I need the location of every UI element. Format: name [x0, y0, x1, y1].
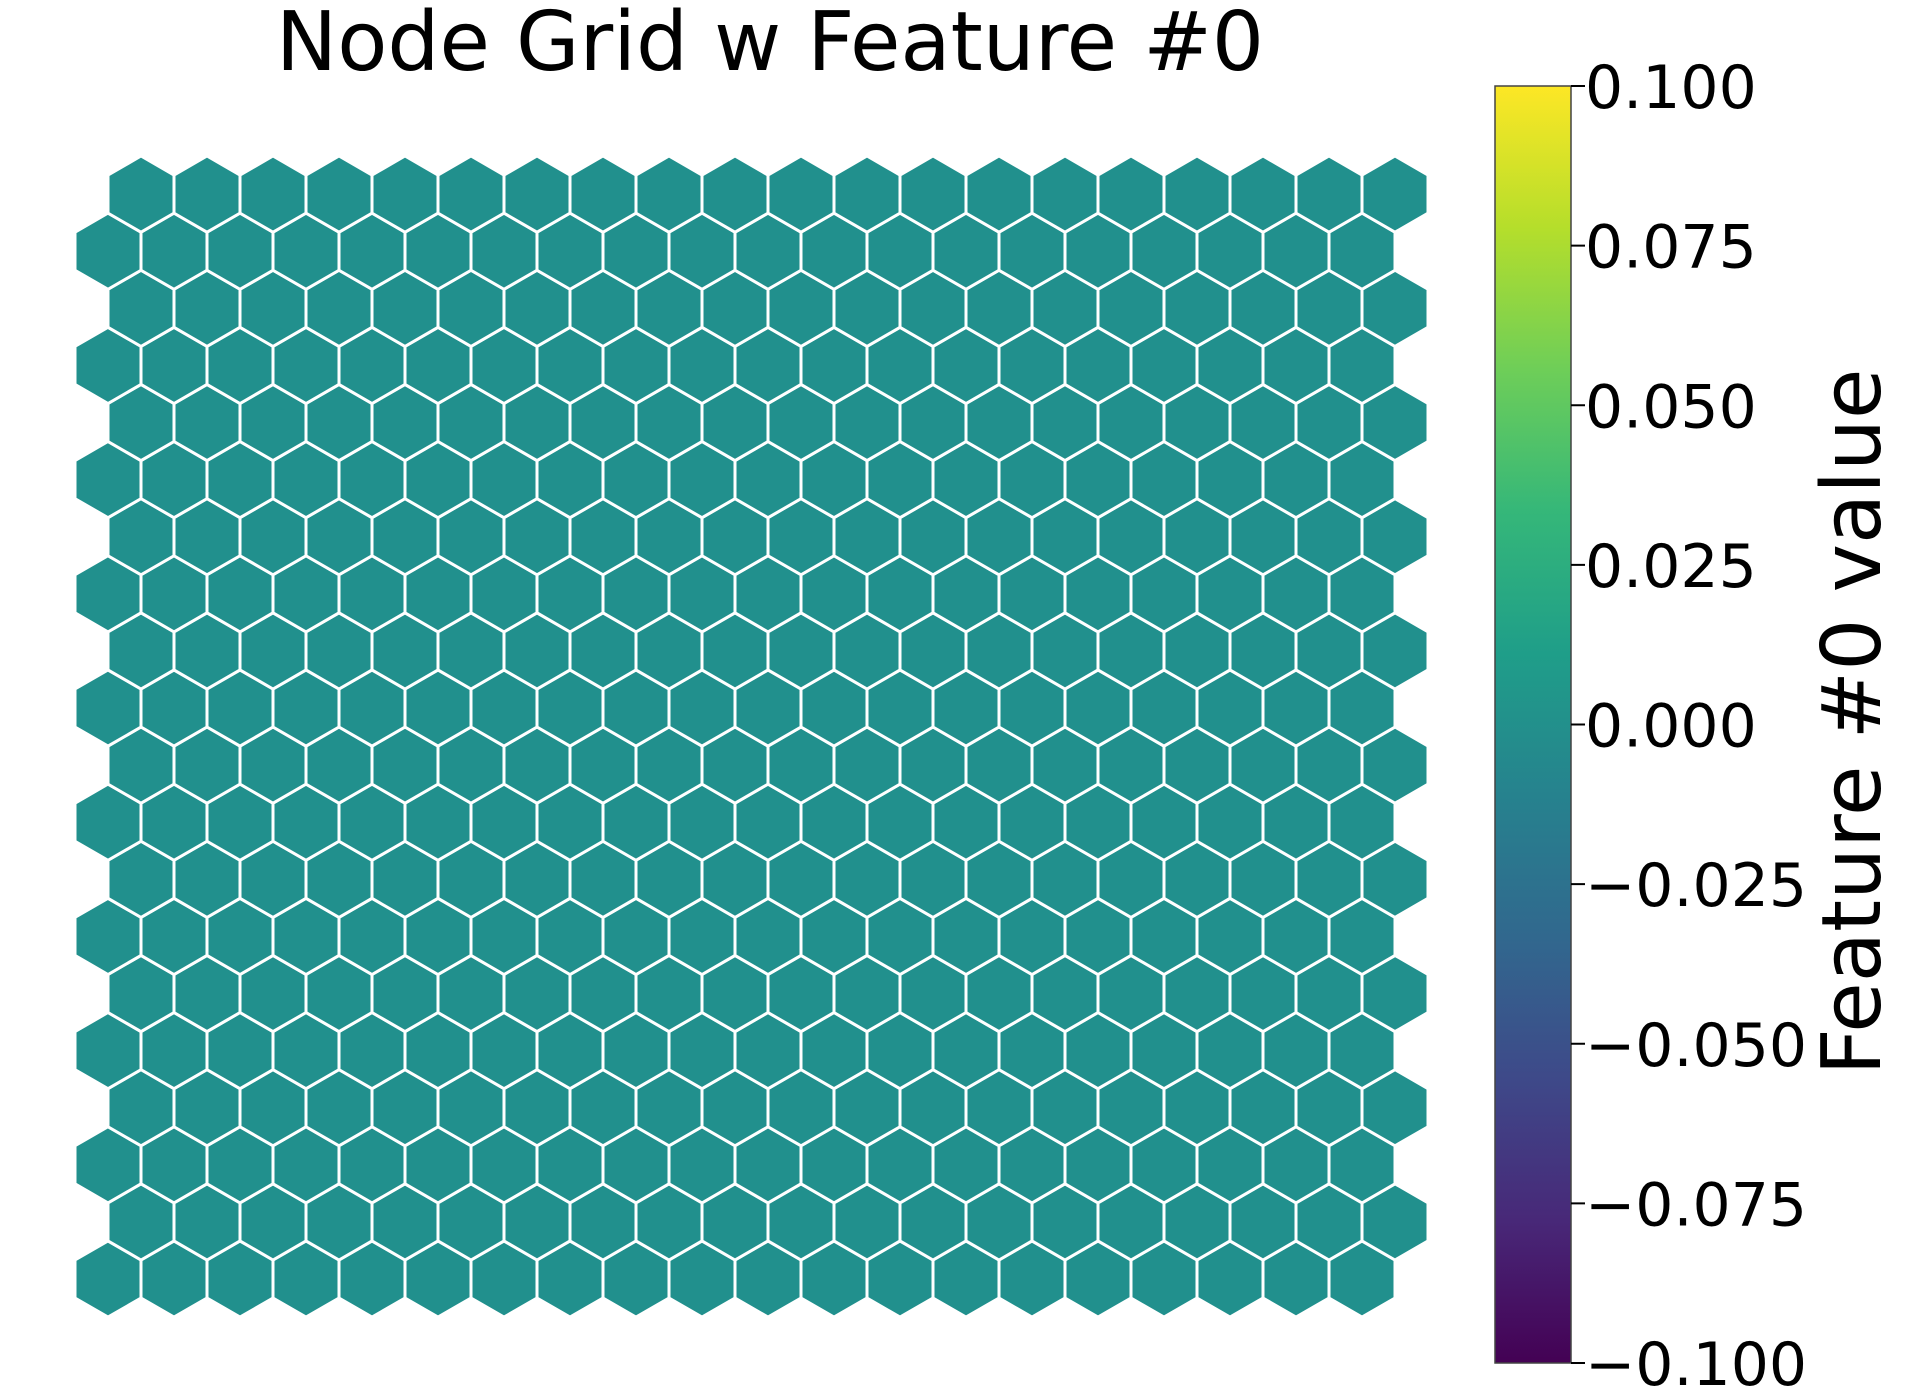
hex-cell: [1360, 154, 1430, 234]
colorbar-label: Feature #0 value: [1805, 369, 1900, 1076]
colorbar-tick-label: −0.100: [1585, 1330, 1807, 1395]
colorbar-bar: [1494, 85, 1572, 1364]
colorbar-tick-label: −0.050: [1585, 1011, 1807, 1081]
colorbar-tick-label: 0.000: [1585, 692, 1757, 762]
colorbar: 0.100 0.075 0.050 0.025 0.000 −0.025 −0.050 −0.…: [1494, 53, 1807, 1395]
colorbar-tick-label: 0.075: [1585, 213, 1757, 283]
colorbar-tick-label: −0.075: [1585, 1170, 1807, 1240]
chart-title: Node Grid w Feature #0: [276, 0, 1264, 90]
colorbar-tick-label: 0.050: [1585, 372, 1757, 442]
hex-grid: [73, 154, 1430, 1319]
colorbar-tick-label: 0.100: [1585, 53, 1757, 123]
colorbar-ticks: 0.100 0.075 0.050 0.025 0.000 −0.025 −0.050 −0.…: [1571, 53, 1807, 1395]
colorbar-tick-label: −0.025: [1585, 851, 1807, 921]
colorbar-tick-label: 0.025: [1585, 532, 1757, 602]
